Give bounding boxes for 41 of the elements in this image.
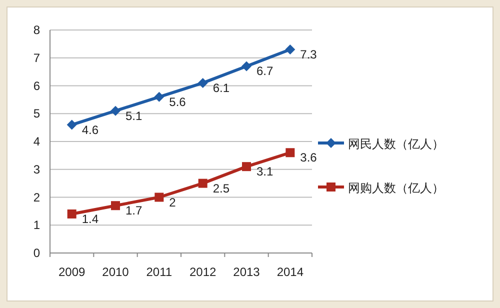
point: [66, 120, 77, 130]
point: [242, 162, 251, 172]
point: [242, 61, 252, 72]
x-tick-label: 2014: [276, 265, 304, 279]
data-label: 7.3: [300, 48, 318, 62]
point: [286, 148, 295, 158]
x-tick-label: 2010: [102, 265, 130, 279]
data-label: 6.1: [212, 80, 230, 95]
point: [198, 78, 208, 88]
point: [198, 178, 208, 188]
point: [285, 44, 296, 55]
y-tick-label: 8: [33, 23, 40, 37]
data-label: 5.1: [126, 108, 143, 123]
x-tick-label: 2011: [146, 265, 172, 279]
legend-label: 网购人数（亿人）: [348, 181, 444, 195]
point: [110, 106, 120, 116]
data-label: 3.1: [256, 164, 274, 179]
point: [154, 92, 164, 102]
y-tick-label: 1: [33, 218, 40, 232]
data-label: 1.7: [126, 204, 143, 218]
y-tick-label: 5: [33, 106, 40, 121]
point: [111, 201, 120, 210]
y-tick-label: 0: [33, 246, 40, 260]
point: [67, 209, 76, 218]
data-label: 3.6: [300, 150, 318, 165]
y-tick-label: 2: [33, 190, 40, 204]
x-tick-label: 2009: [58, 265, 86, 279]
data-label: 2.5: [212, 181, 230, 196]
y-tick-label: 4: [33, 134, 40, 148]
legend-label: 网民人数（亿人）: [348, 137, 444, 151]
data-label: 4.6: [82, 122, 99, 137]
x-tick-label: 2013: [233, 265, 260, 279]
y-tick-label: 6: [33, 78, 40, 93]
data-label: 5.6: [169, 94, 186, 109]
y-tick-label: 7: [33, 50, 40, 65]
data-label: 6.7: [256, 64, 274, 78]
data-label: 2: [169, 195, 176, 210]
x-tick-label: 2012: [189, 265, 217, 279]
point: [154, 192, 164, 202]
y-tick-label: 3: [33, 162, 40, 176]
data-label: 1.4: [82, 212, 99, 226]
